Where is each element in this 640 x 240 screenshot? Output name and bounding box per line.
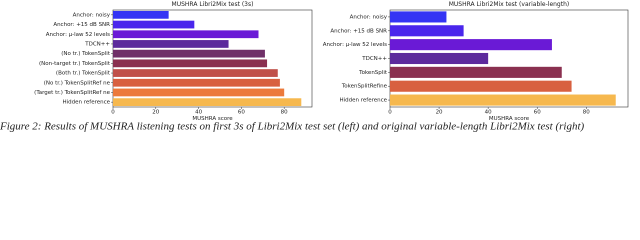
y-tick-label: Anchor: +15 dB SNR: [330, 28, 387, 34]
y-tick-label: TDCN++: [84, 41, 110, 47]
bar: [390, 25, 464, 37]
x-tick-label: 20: [436, 110, 443, 116]
bar: [113, 40, 229, 48]
y-tick-label: TokenSplitRefine: [341, 84, 388, 90]
x-tick-label: 40: [195, 110, 202, 116]
y-tick-label: Anchor: +15 dB SNR: [53, 22, 110, 28]
y-tick-label: (Non-target tr.) TokenSplit: [39, 61, 111, 67]
bar: [113, 10, 169, 19]
x-tick-label: 20: [152, 110, 159, 116]
bar: [113, 88, 285, 97]
y-tick-label: TDCN++: [361, 56, 387, 62]
y-tick-label: Anchor: noisy: [73, 12, 111, 18]
y-tick-label: (No tr.) TokenSplit: [61, 51, 111, 57]
bar: [390, 66, 562, 78]
figure: Figure 2: Results of MUSHRA listening te…: [0, 1, 629, 132]
y-tick-label: (No tr.) TokenSplitRef ne: [44, 80, 111, 86]
chart-title: MUSHRA Libri2Mix test (variable-length): [449, 1, 570, 8]
x-tick-label: 60: [238, 110, 245, 116]
x-axis-label: MUSHRA score: [489, 116, 530, 122]
y-tick-label: Anchor: μ-law 52 levels: [46, 32, 110, 38]
y-tick-label: Anchor: μ-law 52 levels: [323, 42, 387, 48]
bar: [113, 69, 278, 77]
x-tick-label: 0: [111, 110, 115, 116]
bar: [390, 11, 447, 23]
y-tick-label: Anchor: noisy: [350, 14, 388, 20]
x-tick-label: 40: [485, 110, 492, 116]
bar: [113, 20, 195, 29]
x-tick-label: 0: [388, 110, 392, 116]
bar: [113, 59, 268, 68]
bar: [113, 49, 265, 58]
bar: [390, 80, 572, 92]
bar: [113, 78, 280, 87]
x-tick-label: 80: [281, 110, 288, 116]
y-tick-label: (Target tr.) TokenSplitRef ne: [34, 90, 110, 96]
bar: [113, 98, 302, 107]
bar: [390, 52, 489, 65]
bar: [390, 39, 552, 51]
caption: Figure 2: Results of MUSHRA listening te…: [0, 121, 585, 132]
x-axis-label: MUSHRA score: [192, 116, 233, 122]
chart-title: MUSHRA Libri2Mix test (3s): [172, 1, 254, 8]
y-tick-label: Hidden reference: [339, 98, 387, 104]
y-tick-label: TokenSplit: [358, 70, 388, 76]
x-tick-label: 60: [534, 110, 541, 116]
bar: [390, 94, 616, 106]
y-tick-label: (Both tr.) TokenSplit: [56, 71, 111, 77]
bar: [113, 30, 259, 39]
plot-frame: [112, 9, 313, 108]
y-tick-label: Hidden reference: [62, 100, 110, 106]
x-tick-label: 80: [583, 110, 590, 116]
